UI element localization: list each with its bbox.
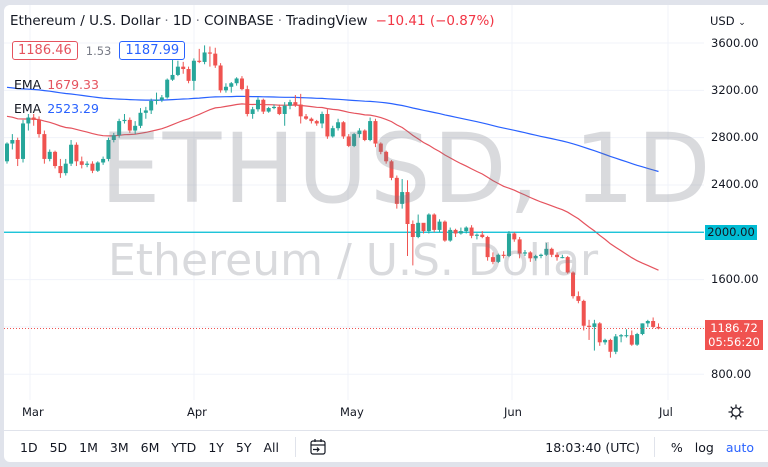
range-1m-button[interactable]: 1M [79, 439, 98, 455]
price-tick: 3600.00 [711, 36, 759, 50]
provider-label: TradingView [286, 13, 368, 29]
price-tick: 3200.00 [711, 83, 759, 97]
candlestick-chart[interactable] [4, 5, 704, 400]
price-tick: 2400.00 [711, 177, 759, 191]
symbol-title[interactable]: Ethereum / U.S. Dollar · 1D · COINBASE ·… [10, 13, 495, 29]
time-axis[interactable]: Mar Apr May Jun Jul [4, 400, 768, 426]
separator-dot: · [277, 13, 282, 29]
sell-price-button[interactable]: 1186.46 [12, 41, 78, 60]
chart-widget: ETHUSD, 1D Ethereum / U.S. Dollar Ethere… [4, 5, 768, 462]
log-scale-toggle[interactable]: log [694, 439, 714, 455]
settings-gear-icon[interactable] [727, 403, 745, 421]
month-label: May [340, 405, 364, 419]
ema-legend-slow[interactable]: EMA 2523.29 [14, 101, 99, 116]
range-all-button[interactable]: All [263, 439, 280, 455]
ema-label: EMA [14, 101, 42, 116]
ema-legend-fast[interactable]: EMA 1679.33 [14, 77, 99, 92]
month-label: Apr [187, 405, 207, 419]
quote-row: 1186.46 1.53 1187.99 [12, 41, 186, 60]
range-5d-button[interactable]: 5D [49, 439, 68, 455]
bottom-toolbar: 1D 5D 1M 3M 6M YTD 1Y 5Y All 18:03:40 (U… [4, 430, 768, 462]
range-5y-button[interactable]: 5Y [235, 439, 252, 455]
last-price: 1186.72 [710, 321, 758, 335]
month-label: Jun [504, 405, 522, 419]
price-tick: 1600.00 [711, 272, 759, 286]
percent-scale-toggle[interactable]: % [670, 439, 683, 455]
toolbar-divider [653, 437, 655, 457]
month-label: Jul [659, 405, 673, 419]
range-ytd-button[interactable]: YTD [171, 439, 197, 455]
price-change: −10.41 (−0.87%) [375, 13, 495, 29]
price-tick: 800.00 [711, 367, 752, 381]
ema-value: 2523.29 [47, 101, 99, 116]
toolbar-right: 18:03:40 (UTC) % log auto [545, 437, 760, 457]
range-6m-button[interactable]: 6M [140, 439, 160, 455]
symbol-name: Ethereum / U.S. Dollar [10, 13, 161, 29]
chart-pane[interactable]: ETHUSD, 1D Ethereum / U.S. Dollar Ethere… [4, 5, 711, 400]
description-watermark: Ethereum / U.S. Dollar [108, 235, 599, 286]
range-1y-button[interactable]: 1Y [208, 439, 224, 455]
separator-dot: · [195, 13, 200, 29]
symbol-watermark: ETHUSD, 1D [100, 113, 713, 225]
last-price-tag: 1186.72 05:56:20 [705, 320, 763, 350]
utc-clock[interactable]: 18:03:40 (UTC) [545, 439, 640, 455]
ema-label: EMA [14, 77, 42, 92]
buy-price-button[interactable]: 1187.99 [119, 41, 186, 60]
bar-countdown: 05:56:20 [708, 335, 760, 349]
month-label: Mar [22, 405, 44, 419]
currency-label: USD [710, 14, 735, 28]
separator-dot: · [164, 13, 169, 29]
currency-selector[interactable]: USD ⌄ [710, 14, 746, 28]
ema-value: 1679.33 [47, 77, 99, 92]
auto-scale-toggle[interactable]: auto [725, 439, 754, 455]
interval-label: 1D [172, 13, 192, 29]
range-buttons: 1D 5D 1M 3M 6M YTD 1Y 5Y All [14, 440, 285, 455]
exchange-label: COINBASE [203, 13, 274, 29]
spread-value: 1.53 [85, 43, 112, 58]
toolbar-divider [295, 437, 296, 457]
range-3m-button[interactable]: 3M [109, 439, 129, 455]
price-tick: 2800.00 [711, 130, 759, 144]
horizontal-line-price-tag: 2000.00 [705, 225, 757, 240]
go-to-date-calendar-icon[interactable] [308, 437, 328, 457]
range-1d-button[interactable]: 1D [20, 439, 38, 455]
chevron-down-icon: ⌄ [738, 18, 746, 28]
